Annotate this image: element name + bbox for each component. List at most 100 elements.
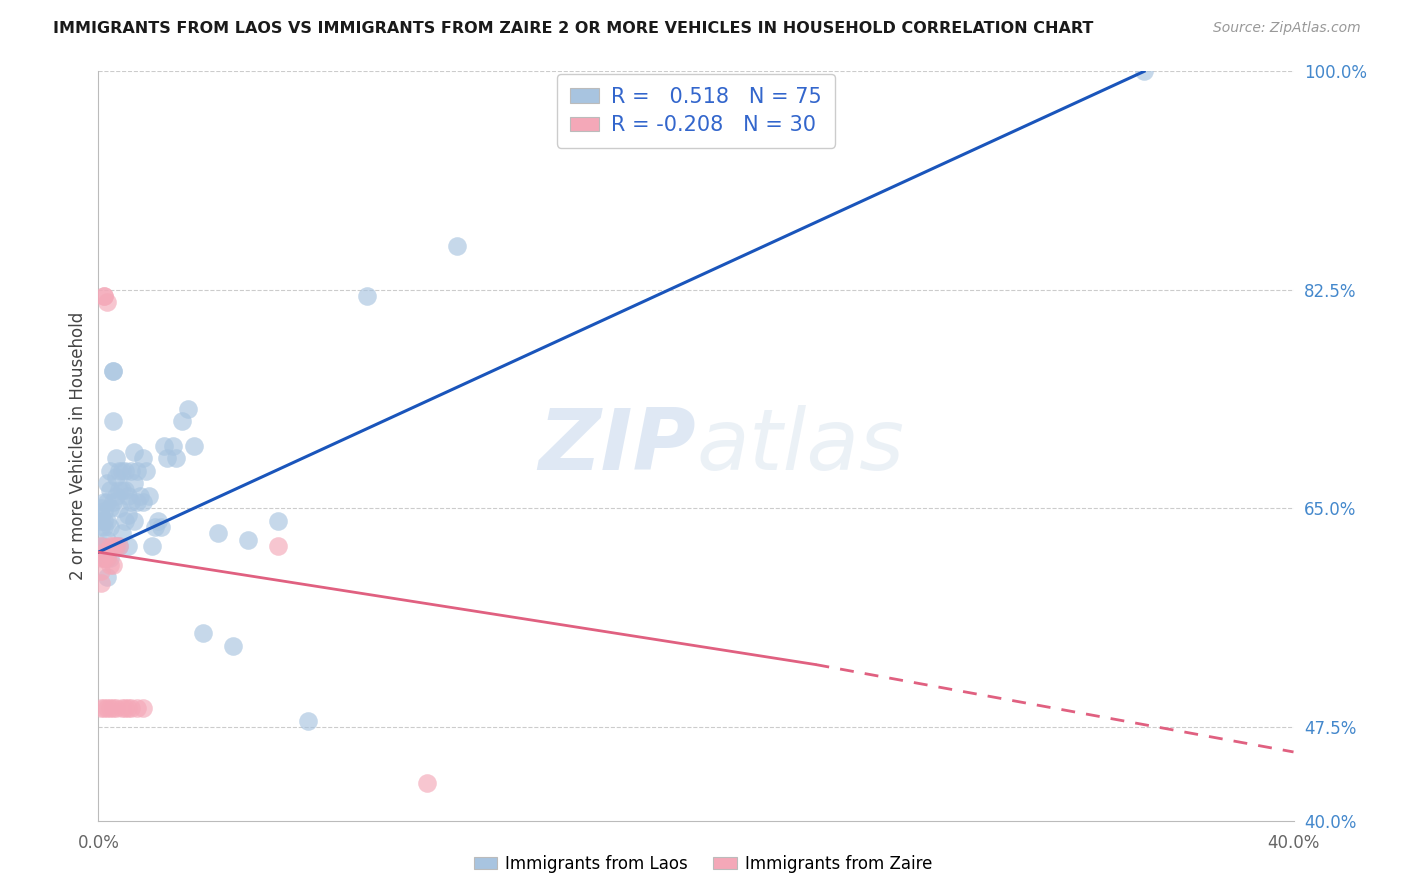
Point	[114, 701, 136, 715]
Point	[132, 495, 155, 509]
Point	[177, 401, 200, 416]
Point	[96, 701, 118, 715]
Point	[114, 514, 136, 528]
Point	[129, 489, 152, 503]
Point	[96, 570, 118, 584]
Point	[124, 445, 146, 459]
Point	[96, 551, 118, 566]
Point	[103, 701, 125, 715]
Point	[207, 526, 229, 541]
Point	[114, 464, 136, 478]
Point	[111, 526, 134, 541]
Point	[1133, 64, 1156, 78]
Text: Source: ZipAtlas.com: Source: ZipAtlas.com	[1213, 21, 1361, 36]
Point	[132, 451, 155, 466]
Point	[103, 414, 125, 428]
Point	[93, 539, 115, 553]
Point	[103, 495, 125, 509]
Point	[148, 514, 170, 528]
Point	[120, 464, 142, 478]
Point	[135, 464, 157, 478]
Point	[165, 451, 187, 466]
Point	[111, 701, 134, 715]
Point	[105, 470, 128, 484]
Point	[98, 701, 122, 715]
Point	[98, 551, 122, 566]
Point	[108, 483, 131, 497]
Point	[138, 489, 160, 503]
Point	[93, 520, 115, 534]
Point	[90, 551, 112, 566]
Point	[103, 364, 125, 378]
Point	[90, 576, 112, 591]
Point	[356, 289, 378, 303]
Point	[98, 558, 122, 572]
Legend: Immigrants from Laos, Immigrants from Zaire: Immigrants from Laos, Immigrants from Za…	[467, 848, 939, 880]
Point	[90, 539, 112, 553]
Point	[236, 533, 259, 547]
Point	[98, 520, 122, 534]
Point	[105, 489, 128, 503]
Point	[183, 439, 205, 453]
Point	[111, 464, 134, 478]
Point	[117, 508, 139, 522]
Text: ZIP: ZIP	[538, 404, 696, 488]
Point	[120, 701, 142, 715]
Point	[103, 539, 125, 553]
Point	[108, 501, 131, 516]
Point	[93, 289, 115, 303]
Point	[90, 501, 112, 516]
Point	[267, 514, 290, 528]
Point	[105, 451, 128, 466]
Point	[96, 295, 118, 310]
Point	[267, 539, 290, 553]
Point	[93, 545, 115, 559]
Point	[297, 714, 319, 728]
Y-axis label: 2 or more Vehicles in Household: 2 or more Vehicles in Household	[69, 312, 87, 580]
Point	[222, 639, 245, 653]
Point	[98, 464, 122, 478]
Point	[127, 701, 149, 715]
Point	[96, 551, 118, 566]
Point	[143, 520, 166, 534]
Point	[93, 701, 115, 715]
Point	[96, 476, 118, 491]
Point	[93, 514, 115, 528]
Point	[103, 558, 125, 572]
Point	[93, 551, 115, 566]
Point	[90, 564, 112, 578]
Point	[172, 414, 194, 428]
Point	[127, 495, 149, 509]
Point	[93, 495, 115, 509]
Point	[90, 508, 112, 522]
Point	[141, 539, 163, 553]
Point	[416, 776, 439, 790]
Point	[98, 483, 122, 497]
Point	[90, 701, 112, 715]
Point	[117, 489, 139, 503]
Point	[96, 533, 118, 547]
Point	[90, 539, 112, 553]
Point	[96, 495, 118, 509]
Text: IMMIGRANTS FROM LAOS VS IMMIGRANTS FROM ZAIRE 2 OR MORE VEHICLES IN HOUSEHOLD CO: IMMIGRANTS FROM LAOS VS IMMIGRANTS FROM …	[53, 21, 1094, 37]
Point	[108, 539, 131, 553]
Point	[191, 626, 214, 640]
Point	[108, 464, 131, 478]
Point	[156, 451, 179, 466]
Point	[124, 476, 146, 491]
Point	[446, 239, 468, 253]
Point	[162, 439, 184, 453]
Point	[132, 701, 155, 715]
Point	[108, 539, 131, 553]
Point	[117, 539, 139, 553]
Point	[105, 539, 128, 553]
Legend: R =   0.518   N = 75, R = -0.208   N = 30: R = 0.518 N = 75, R = -0.208 N = 30	[557, 74, 835, 147]
Point	[120, 495, 142, 509]
Text: atlas: atlas	[696, 404, 904, 488]
Point	[90, 514, 112, 528]
Point	[111, 483, 134, 497]
Point	[98, 539, 122, 553]
Point	[105, 701, 128, 715]
Point	[103, 364, 125, 378]
Point	[114, 483, 136, 497]
